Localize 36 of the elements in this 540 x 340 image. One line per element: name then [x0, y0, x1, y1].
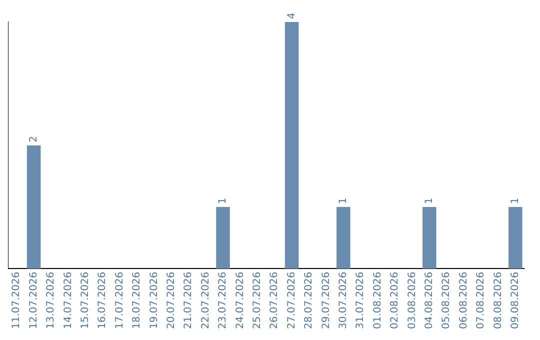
x-tick-label: 29.07.2026	[320, 272, 332, 330]
x-tick-label: 12.07.2026	[28, 272, 40, 330]
x-tick-label: 24.07.2026	[234, 272, 246, 330]
x-tick-label: 05.08.2026	[441, 272, 452, 330]
x-tick-label: 26.07.2026	[269, 272, 280, 330]
x-tick-label: 17.07.2026	[114, 272, 126, 330]
x-tick-label: 03.08.2026	[406, 272, 418, 330]
data-label: 1	[510, 198, 521, 204]
x-tick-label: 02.08.2026	[390, 272, 401, 330]
data-label: 2	[28, 136, 40, 142]
x-tick-label: 04.08.2026	[424, 272, 435, 330]
x-tick-label: 08.08.2026	[492, 272, 504, 330]
x-tick-label: 19.07.2026	[148, 272, 160, 330]
data-label: 1	[338, 198, 349, 204]
x-tick-label: 07.08.2026	[476, 272, 487, 330]
x-tick-label: 09.08.2026	[510, 272, 521, 330]
x-tick-label: 01.08.2026	[372, 272, 384, 330]
data-label: 1	[218, 198, 229, 204]
x-tick-label: 16.07.2026	[97, 272, 108, 330]
x-tick-label: 18.07.2026	[132, 272, 143, 330]
data-label: 1	[424, 198, 435, 204]
x-tick-label: 14.07.2026	[62, 272, 74, 330]
x-tick-label: 25.07.2026	[252, 272, 263, 330]
x-tick-label: 06.08.2026	[458, 272, 470, 330]
x-tick-label: 15.07.2026	[80, 272, 91, 330]
x-tick-label: 13.07.2026	[46, 272, 57, 330]
x-tick-label: 23.07.2026	[218, 272, 229, 330]
x-tick-label: 21.07.2026	[183, 272, 194, 330]
x-tick-label: 22.07.2026	[200, 272, 212, 330]
x-tick-label: 11.07.2026	[11, 272, 22, 330]
data-label: 4	[286, 12, 298, 19]
x-tick-label: 28.07.2026	[304, 272, 315, 330]
x-tick-label: 31.07.2026	[355, 272, 366, 330]
x-tick-label: 27.07.2026	[286, 272, 298, 330]
x-tick-label: 30.07.2026	[338, 272, 349, 330]
x-tick-label: 20.07.2026	[166, 272, 177, 330]
